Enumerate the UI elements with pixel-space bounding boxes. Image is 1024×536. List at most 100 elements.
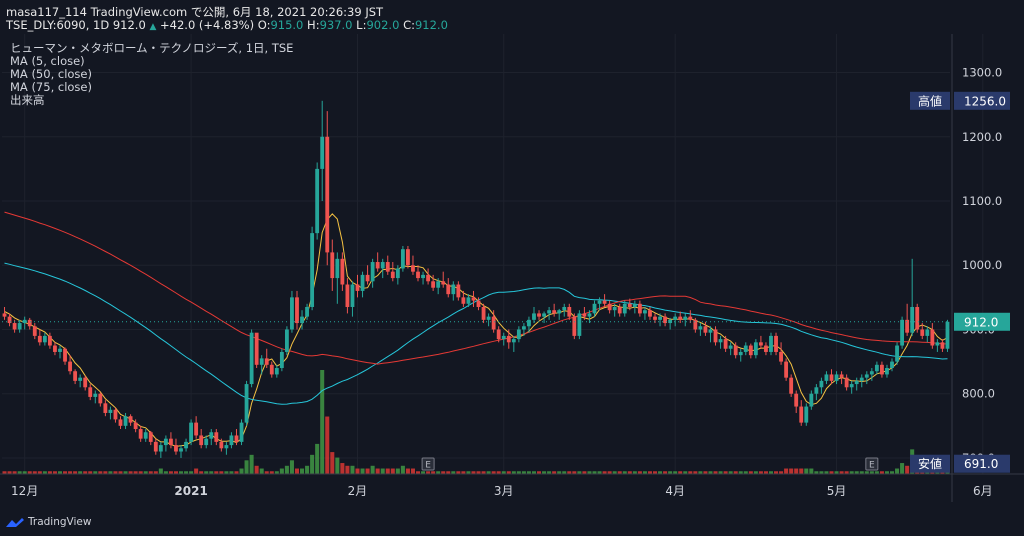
candle-body: [169, 438, 173, 446]
candle-body: [920, 329, 925, 336]
volume-bar: [889, 471, 895, 474]
volume-bar: [279, 468, 284, 474]
candle-body: [799, 406, 804, 423]
candle-body: [83, 377, 88, 388]
candle-body: [7, 316, 12, 324]
high-price-tag-value-box: [954, 91, 1010, 110]
volume-bar: [390, 468, 395, 474]
candle: [365, 265, 370, 285]
candle: [723, 335, 728, 352]
volume-bar: [597, 471, 602, 474]
volume-bar: [436, 471, 441, 474]
legend-ma75[interactable]: MA (75, close): [10, 80, 92, 94]
candle-body: [68, 361, 72, 372]
candle-body: [345, 284, 350, 307]
candle-body: [885, 368, 889, 375]
low-price-tag-title: 安値: [918, 456, 942, 471]
legend-ma5[interactable]: MA (5, close): [10, 54, 85, 68]
legend-ma50[interactable]: MA (50, close): [10, 67, 92, 81]
candle: [718, 335, 723, 349]
candle: [905, 303, 910, 336]
candle: [315, 162, 320, 240]
candle: [138, 425, 143, 442]
volume-bar: [163, 471, 168, 474]
candle: [199, 429, 204, 449]
volume-bar: [516, 471, 521, 474]
volume-bar: [784, 468, 789, 474]
volume-bar: [405, 468, 410, 474]
candle-body: [557, 310, 562, 314]
candle: [532, 306, 536, 324]
candle: [254, 332, 259, 369]
candle: [557, 308, 562, 320]
volume-bar: [582, 471, 587, 474]
candle: [274, 364, 279, 378]
candle-body: [325, 136, 330, 253]
volume-bar: [224, 471, 229, 474]
candle: [874, 361, 879, 375]
volume-bar: [768, 471, 774, 474]
candle-body: [219, 441, 224, 449]
candle: [370, 258, 375, 288]
candle-body: [113, 409, 118, 420]
candle-body: [537, 313, 541, 317]
candle-body: [945, 321, 950, 349]
candle-body: [834, 374, 839, 381]
candle: [204, 435, 209, 449]
candle: [158, 441, 163, 458]
candle: [637, 300, 642, 317]
price-chart[interactable]: EE 1300.01200.01100.01000.0900.0800.0700…: [0, 34, 1024, 502]
earnings-marker-label: E: [425, 461, 431, 471]
candle-body: [643, 310, 647, 314]
legend-volume[interactable]: 出来高: [10, 93, 45, 107]
open-value: 915.0: [270, 18, 304, 32]
candle: [441, 271, 446, 288]
chart-area[interactable]: EE 1300.01200.01100.01000.0900.0800.0700…: [0, 34, 1024, 502]
candle-body: [784, 361, 789, 378]
ma50-line: [4, 262, 948, 405]
candlesticks: [2, 100, 950, 458]
candle-body: [426, 274, 431, 282]
volume-bar: [693, 471, 698, 474]
volume-bar: [476, 471, 481, 474]
volume-bar: [461, 471, 466, 474]
volume-bar: [486, 471, 491, 474]
candle-body: [179, 448, 183, 452]
volume-bar: [617, 471, 622, 474]
candle: [688, 310, 693, 324]
candle-body: [910, 306, 915, 333]
candle: [486, 313, 491, 327]
candle-body: [874, 364, 879, 372]
volume-bar: [133, 471, 138, 474]
candle-body: [607, 303, 612, 311]
candle: [880, 361, 884, 378]
candle: [118, 416, 123, 430]
tradingview-brand[interactable]: TradingView: [6, 516, 91, 528]
candle: [643, 306, 647, 320]
candle: [22, 316, 27, 330]
volume-bar: [496, 471, 501, 474]
candle: [930, 323, 935, 349]
high-price-tag-title-box: [910, 91, 950, 110]
candle-body: [451, 284, 456, 295]
volume-bar: [421, 471, 426, 474]
candle: [784, 358, 789, 381]
candle: [597, 297, 602, 311]
candle-body: [632, 303, 637, 307]
candle: [148, 430, 153, 446]
high-price-tag-value: 1256.0: [964, 94, 1006, 108]
candle-body: [789, 377, 794, 394]
volume-bar: [335, 457, 340, 474]
candle: [184, 438, 188, 452]
candle: [915, 303, 920, 333]
candle-body: [194, 422, 199, 436]
candle-body: [400, 249, 405, 269]
volume-bar: [209, 471, 214, 474]
candle: [446, 278, 451, 298]
candle: [214, 429, 219, 446]
volume-bar: [42, 471, 47, 474]
candle: [658, 313, 662, 327]
candle-body: [809, 393, 814, 407]
candle: [481, 303, 486, 324]
candle: [592, 300, 597, 317]
